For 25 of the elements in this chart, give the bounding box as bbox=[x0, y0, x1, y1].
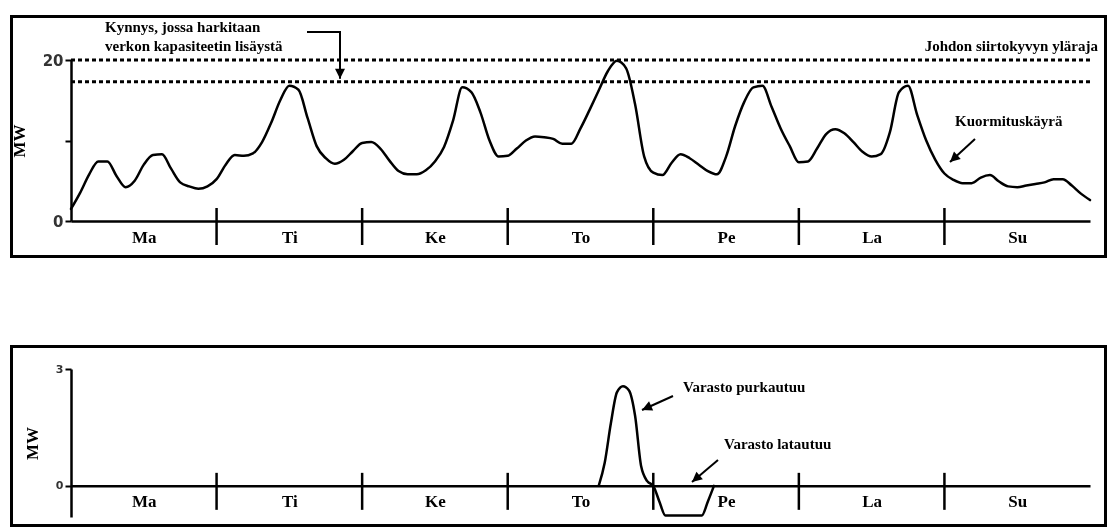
x-tick-label: Ti bbox=[281, 492, 299, 512]
x-tick-label: Ke bbox=[425, 492, 447, 512]
text: Kuormituskäyrä bbox=[955, 113, 1063, 129]
x-tick-label: Su bbox=[1008, 492, 1028, 512]
x-tick-label: La bbox=[862, 227, 883, 247]
y-axis-title: MW bbox=[22, 426, 42, 461]
annotation: Varasto latautuu bbox=[724, 436, 832, 452]
x-tick-label: Su bbox=[1008, 227, 1028, 247]
y-tick-label: 0 bbox=[53, 212, 64, 231]
x-tick-label: Pe bbox=[717, 227, 736, 247]
x-tick-label: Ma bbox=[132, 227, 158, 247]
y-axis-title: MW bbox=[9, 124, 29, 158]
y-tick-label: 3 bbox=[55, 362, 64, 376]
x-tick-label: Ke bbox=[425, 227, 447, 247]
x-tick-label: To bbox=[571, 227, 591, 247]
ref-line-label: Johdon siirtokyvyn yläraja bbox=[924, 38, 1099, 54]
y-tick-label: 0 bbox=[55, 479, 64, 493]
x-tick-label: To bbox=[571, 492, 591, 512]
annotation: Varasto purkautuu bbox=[683, 379, 806, 395]
x-tick-label: Pe bbox=[717, 492, 736, 512]
x-tick-label: La bbox=[862, 492, 883, 512]
x-tick-label: Ma bbox=[132, 492, 158, 512]
y-tick-label: 20 bbox=[42, 51, 64, 70]
x-tick-label: Ti bbox=[281, 227, 299, 247]
ref-line-label: Kynnys, jossa harkitaan verkon kapasiteetin lisäystä bbox=[105, 19, 284, 54]
